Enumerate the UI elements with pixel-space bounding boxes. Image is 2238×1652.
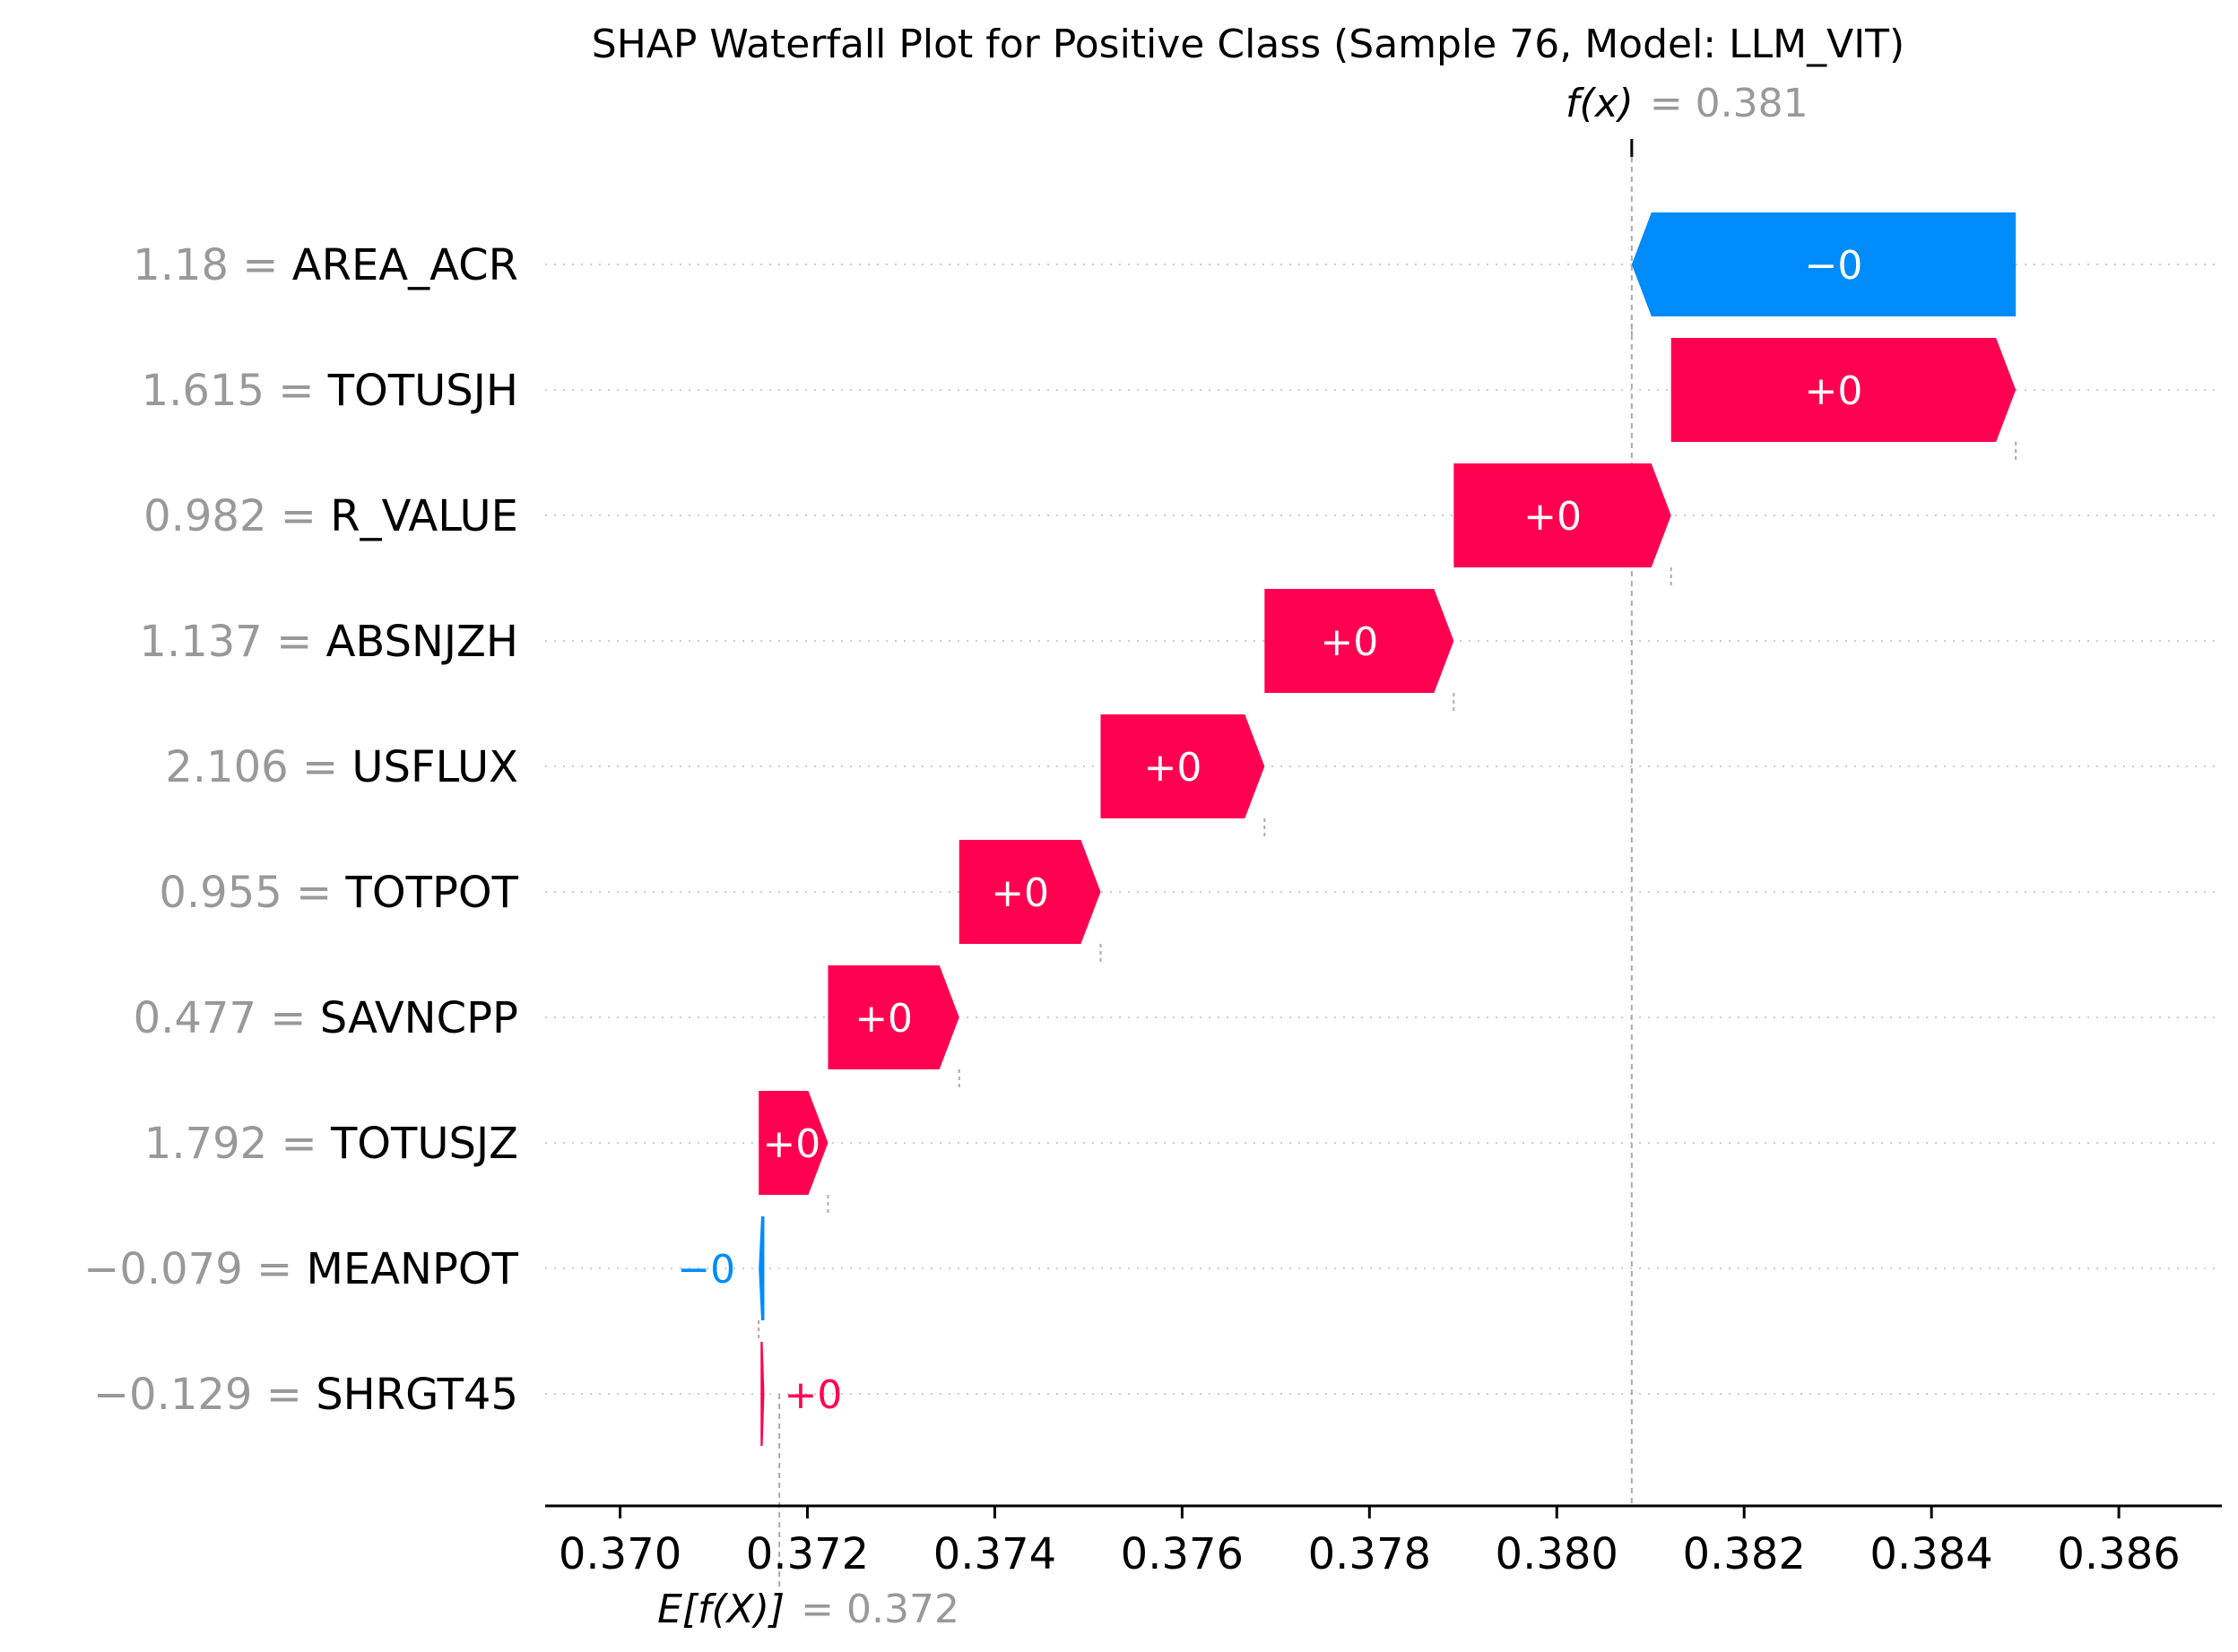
bar-value-label: +0	[991, 870, 1049, 916]
x-tick-label: 0.382	[1682, 1529, 1805, 1579]
fx-label: f(x)	[1566, 81, 1634, 126]
fx-annotation: f(x) = 0.381	[1566, 81, 1809, 126]
feature-value: 1.137 =	[139, 617, 325, 667]
x-tick-label: 0.380	[1496, 1529, 1618, 1579]
feature-name: SAVNCPP	[320, 993, 518, 1043]
x-tick-label: 0.370	[559, 1529, 681, 1579]
waterfall-bars: −0 +0 +0 +0 +0 +0 +0 +0 −0 +0	[677, 212, 2017, 1446]
feature-value: −0.129 =	[93, 1370, 316, 1420]
reference-lines	[758, 139, 2017, 1587]
feature-name: TOTUSJZ	[330, 1119, 518, 1169]
efx-value: = 0.372	[801, 1587, 959, 1632]
x-tick-label: 0.372	[746, 1529, 869, 1579]
feature-name: ABSNJZH	[326, 617, 518, 667]
efx-annotation: E[f(X)] = 0.372	[657, 1587, 959, 1632]
feature-label: 1.792 = TOTUSJZ	[144, 1119, 518, 1169]
feature-name: TOTPOT	[345, 868, 519, 918]
feature-value: 2.106 =	[165, 742, 351, 792]
bar-value-label: +0	[1320, 619, 1378, 665]
feature-value: 0.477 =	[134, 993, 320, 1043]
x-tick-label: 0.386	[2057, 1529, 2180, 1579]
feature-name: TOTUSJH	[327, 366, 518, 416]
feature-value: 0.955 =	[159, 868, 345, 918]
feature-value: −0.079 =	[83, 1244, 306, 1294]
bar-meanpot	[759, 1216, 765, 1320]
bar-absnjzh	[1264, 589, 1454, 693]
bar-value-label: +0	[1805, 368, 1863, 414]
bar-totpot	[959, 840, 1101, 944]
feature-value: 1.18 =	[133, 240, 292, 290]
bar-value-label: +0	[1143, 745, 1201, 791]
feature-label: 1.615 = TOTUSJH	[142, 366, 518, 416]
x-tick-label: 0.378	[1308, 1529, 1431, 1579]
feature-label: 0.982 = R_VALUE	[143, 491, 518, 541]
feature-label: 1.137 = ABSNJZH	[139, 617, 518, 667]
feature-name: MEANPOT	[306, 1244, 518, 1294]
feature-value: 0.982 =	[143, 491, 330, 541]
chart-title: SHAP Waterfall Plot for Positive Class (…	[592, 22, 1904, 67]
feature-value: 1.615 =	[142, 366, 328, 416]
feature-name: SHRGT45	[316, 1370, 518, 1420]
bar-value-label: −0	[677, 1247, 735, 1293]
x-tick-label: 0.384	[1869, 1529, 1992, 1579]
bar-usflux	[1100, 714, 1265, 818]
bar-totusjz	[759, 1091, 828, 1195]
efx-label: E[f(X)]	[657, 1587, 785, 1632]
bar-value-label: +0	[1523, 494, 1582, 540]
feature-label: 0.477 = SAVNCPP	[134, 993, 518, 1043]
feature-label: 2.106 = USFLUX	[165, 742, 518, 792]
bar-totusjh	[1670, 338, 2017, 442]
feature-name: AREA_ACR	[292, 240, 518, 290]
bar-area_acr	[1631, 212, 2017, 316]
bar-shrgt45	[760, 1342, 765, 1446]
x-tick-label: 0.374	[933, 1529, 1056, 1579]
bar-r_value	[1453, 463, 1671, 567]
feature-name: R_VALUE	[330, 491, 518, 541]
x-axis: 0.370 0.372 0.374 0.376 0.378 0.380 0.382 0.384…	[545, 1504, 2222, 1579]
feature-value: 1.792 =	[144, 1119, 331, 1169]
fx-value: = 0.381	[1650, 81, 1809, 126]
feature-labels: 1.18 = AREA_ACR 1.615 = TOTUSJH 0.982 = R_…	[83, 240, 519, 1420]
bar-value-label: +0	[762, 1121, 820, 1167]
feature-name: USFLUX	[351, 742, 518, 792]
bar-value-label: −0	[1805, 243, 1863, 289]
feature-label: −0.129 = SHRGT45	[93, 1370, 518, 1420]
feature-label: 1.18 = AREA_ACR	[133, 240, 518, 290]
bar-value-label: +0	[854, 996, 913, 1042]
bar-value-label: +0	[784, 1372, 842, 1418]
x-tick-label: 0.376	[1121, 1529, 1244, 1579]
bar-savncpp	[828, 965, 959, 1069]
feature-label: −0.079 = MEANPOT	[83, 1244, 519, 1294]
feature-label: 0.955 = TOTPOT	[159, 868, 518, 918]
